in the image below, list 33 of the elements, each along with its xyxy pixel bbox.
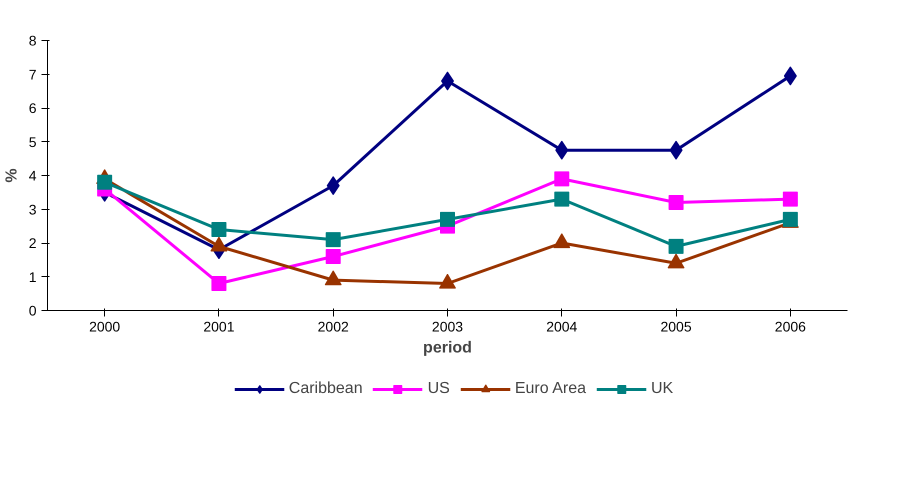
point: [668, 195, 684, 210]
x-tick-label: 2004: [546, 318, 578, 334]
x-tick-label: 2005: [660, 318, 692, 334]
x-tick-label: 2000: [89, 318, 120, 334]
y-tick-label: 4: [28, 168, 37, 184]
x-axis-title: period: [423, 340, 472, 356]
point: [440, 212, 455, 227]
point: [326, 249, 341, 264]
legend-label: US: [428, 380, 450, 398]
y-tick-label: 3: [28, 201, 37, 218]
point: [668, 238, 684, 254]
x-tick-label: 2003: [432, 318, 464, 334]
point: [211, 222, 226, 237]
y-tick-label: 6: [28, 100, 37, 116]
x-tick-label: 2006: [774, 318, 806, 334]
legend-label: UK: [650, 380, 674, 398]
point: [554, 192, 570, 207]
point: [326, 232, 341, 248]
y-tick-label: 8: [28, 32, 37, 48]
legend-label: Euro Area: [514, 380, 586, 398]
point: [782, 192, 798, 207]
y-tick-label: 2: [28, 235, 37, 251]
point: [211, 276, 226, 291]
y-axis-title: %: [4, 168, 21, 183]
point: [554, 171, 570, 186]
legend-label: Caribbean: [288, 380, 363, 398]
point: [97, 174, 112, 190]
x-tick-label: 2002: [318, 318, 349, 334]
y-tick-label: 0: [28, 302, 37, 318]
x-tick-label: 2001: [203, 318, 235, 334]
y-tick-label: 1: [28, 268, 37, 285]
y-tick-label: 7: [28, 66, 37, 82]
y-tick-label: 5: [28, 134, 37, 150]
